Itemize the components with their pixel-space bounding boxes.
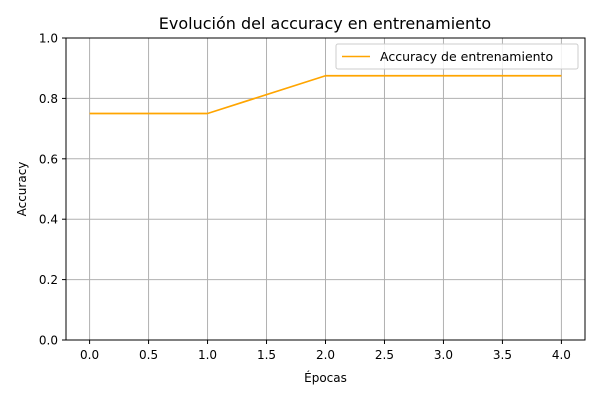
y-tick-label: 0.6 [39,152,58,166]
x-tick-label: 1.5 [257,348,276,362]
legend: Accuracy de entrenamiento [335,43,579,70]
series-layer [89,74,562,115]
x-tick-label: 3.5 [493,348,512,362]
x-tick-label: 3.0 [434,348,453,362]
legend-label: Accuracy de entrenamiento [380,49,553,64]
x-axis-label: Épocas [304,370,347,385]
y-tick-label: 0.8 [39,92,58,106]
series-line [89,74,562,115]
grid [66,37,585,341]
y-tick-label: 0.4 [39,213,58,227]
ticks: 0.0 0.5 1.0 1.5 2.0 2.5 3.0 3.5 4.0 0.0 0.2 0.4 0.6 0… [39,32,571,363]
x-tick-label: 2.5 [375,348,394,362]
x-tick-label: 4.0 [552,348,571,362]
y-tick-label: 0.2 [39,273,58,287]
x-tick-label: 0.0 [80,348,99,362]
x-tick-label: 0.5 [139,348,158,362]
x-tick-label: 2.0 [316,348,335,362]
y-tick-label: 0.0 [39,334,58,348]
chart-title: Evolución del accuracy en entrenamiento [159,14,491,33]
y-axis-label: Accuracy [15,162,29,217]
legend-box [335,43,579,70]
x-tick-label: 1.0 [198,348,217,362]
y-tick-label: 1.0 [39,32,58,46]
